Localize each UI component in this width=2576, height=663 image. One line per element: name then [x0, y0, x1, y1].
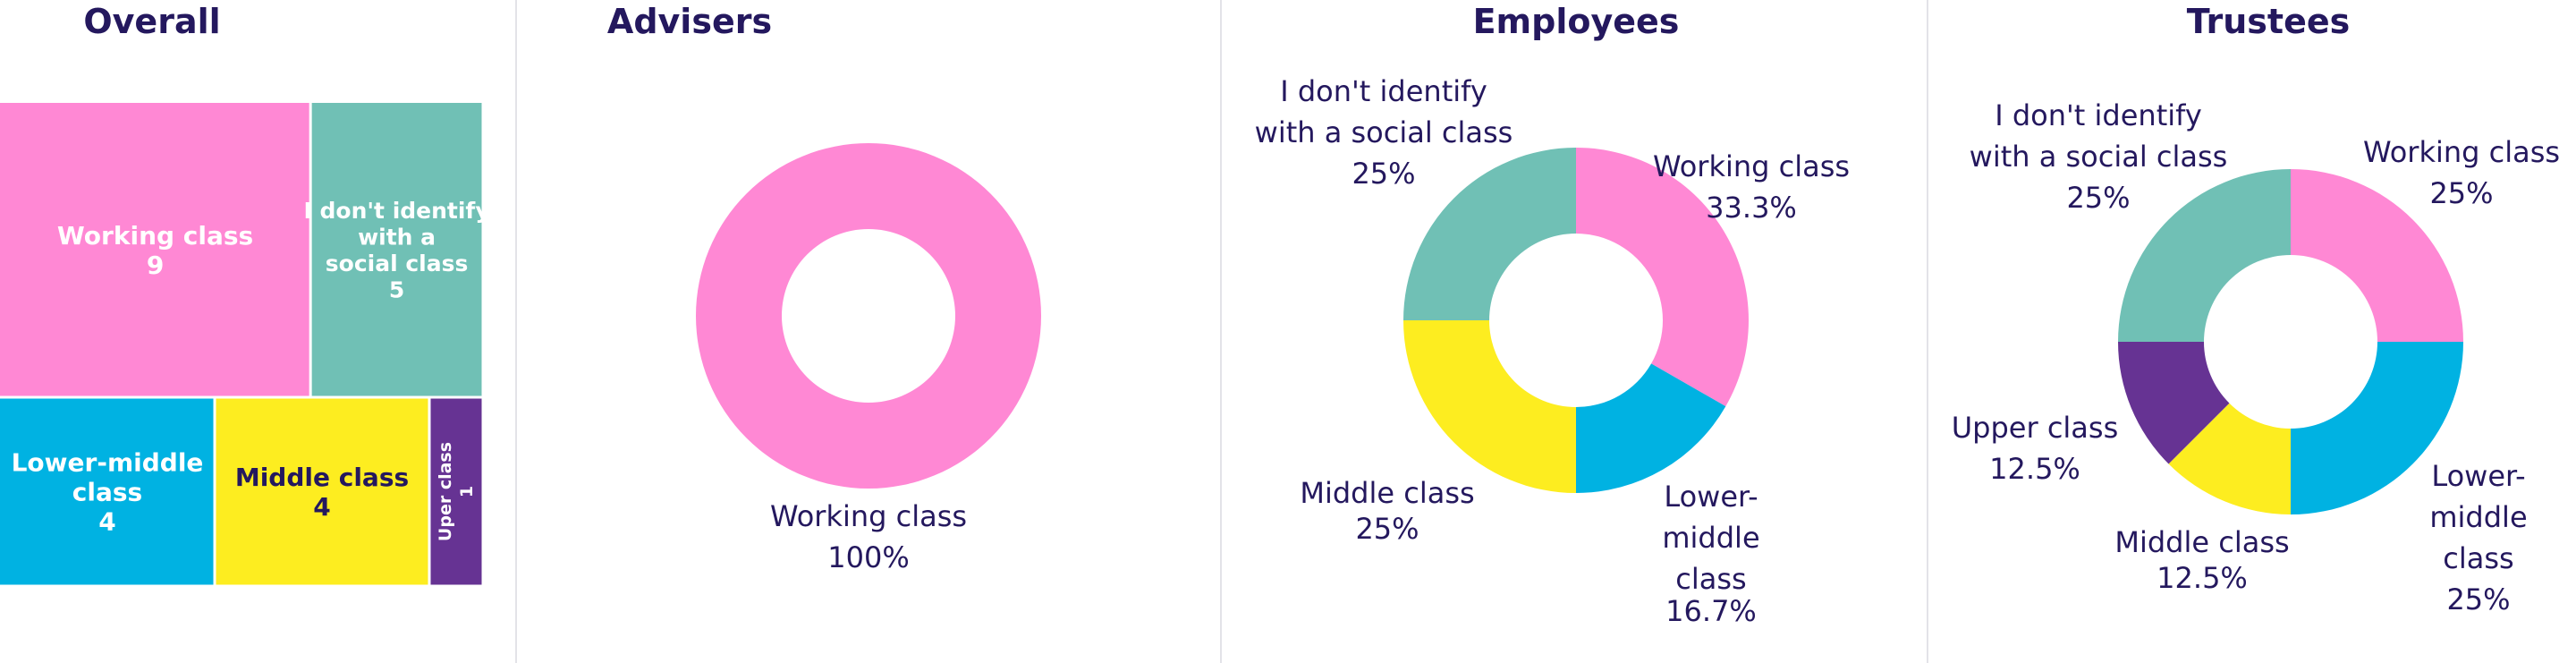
- trustees-slice-lower-middle-class: [2291, 342, 2463, 514]
- divider: [515, 0, 517, 663]
- trustees-label-working-class: Working class 25%: [2363, 135, 2560, 210]
- treemap-label-lower-middle-class: Lower-middle class 4: [12, 447, 204, 536]
- treemap-label-middle-class: Middle class 4: [235, 463, 409, 522]
- treemap-label-uper-class: Uper class 1: [436, 442, 477, 541]
- employees-label-middle-class: Middle class 25%: [1300, 476, 1474, 546]
- advisers-label-working-class: Working class 100%: [770, 499, 967, 574]
- employees-panel: Employees: [1222, 0, 1927, 663]
- employees-slice-lower-middle-class: [1576, 363, 1726, 493]
- treemap-cell-middle-class: [216, 398, 428, 585]
- overall-title: Overall: [83, 2, 221, 41]
- employees-label-no-identity: I don't identify with a social class 25%: [1255, 74, 1513, 191]
- treemap-cell-uper-class: [430, 398, 482, 585]
- treemap-label-i-don-t-identify-with-a-social-class: I don't identify with a social class 5: [304, 198, 490, 303]
- treemap-cell-i-don-t-identify-with-a-social-class: [311, 103, 482, 396]
- employees-slice-i-don-t-identify-with-a-social-class: [1403, 148, 1576, 320]
- treemap-cell-lower-middle-class: [0, 398, 214, 585]
- trustees-label-middle-class: Middle class 12.5%: [2114, 525, 2289, 595]
- advisers-slice-working-class: [696, 143, 1041, 489]
- advisers-title: Advisers: [606, 2, 773, 41]
- employees-title: Employees: [1472, 2, 1680, 41]
- trustees-title: Trustees: [2186, 2, 2351, 41]
- trustees-panel: Trustees: [1928, 0, 2576, 663]
- trustees-label-upper-class: Upper class 12.5%: [1952, 411, 2119, 486]
- advisers-panel: Advisers: [517, 0, 1220, 663]
- employees-label-lower-middle-class: Lower-middle class: [1662, 480, 1759, 596]
- trustees-slice-middle-class: [2168, 403, 2291, 515]
- divider: [1220, 0, 1222, 663]
- divider: [1927, 0, 1928, 663]
- trustees-label-no-identity: I don't identify with a social class 25%: [1970, 98, 2228, 215]
- overall-panel: Overall: [0, 0, 515, 663]
- employees-label-working-class: Working class 33.3%: [1653, 149, 1850, 225]
- treemap-label-working-class: Working class 9: [57, 221, 253, 280]
- trustees-slice-working-class: [2291, 169, 2463, 342]
- employees-value-lower-middle-class: 16.7%: [1665, 594, 1757, 628]
- trustees-slice-upper-class: [2118, 342, 2230, 464]
- trustees-label-lower-middle-class: Lower-middle class 25%: [2429, 459, 2527, 616]
- employees-slice-middle-class: [1403, 320, 1576, 493]
- trustees-slice-i-don-t-identify-with-a-social-class: [2118, 169, 2291, 342]
- employees-slice-working-class: [1576, 148, 1749, 407]
- treemap-cell-working-class: [0, 103, 309, 396]
